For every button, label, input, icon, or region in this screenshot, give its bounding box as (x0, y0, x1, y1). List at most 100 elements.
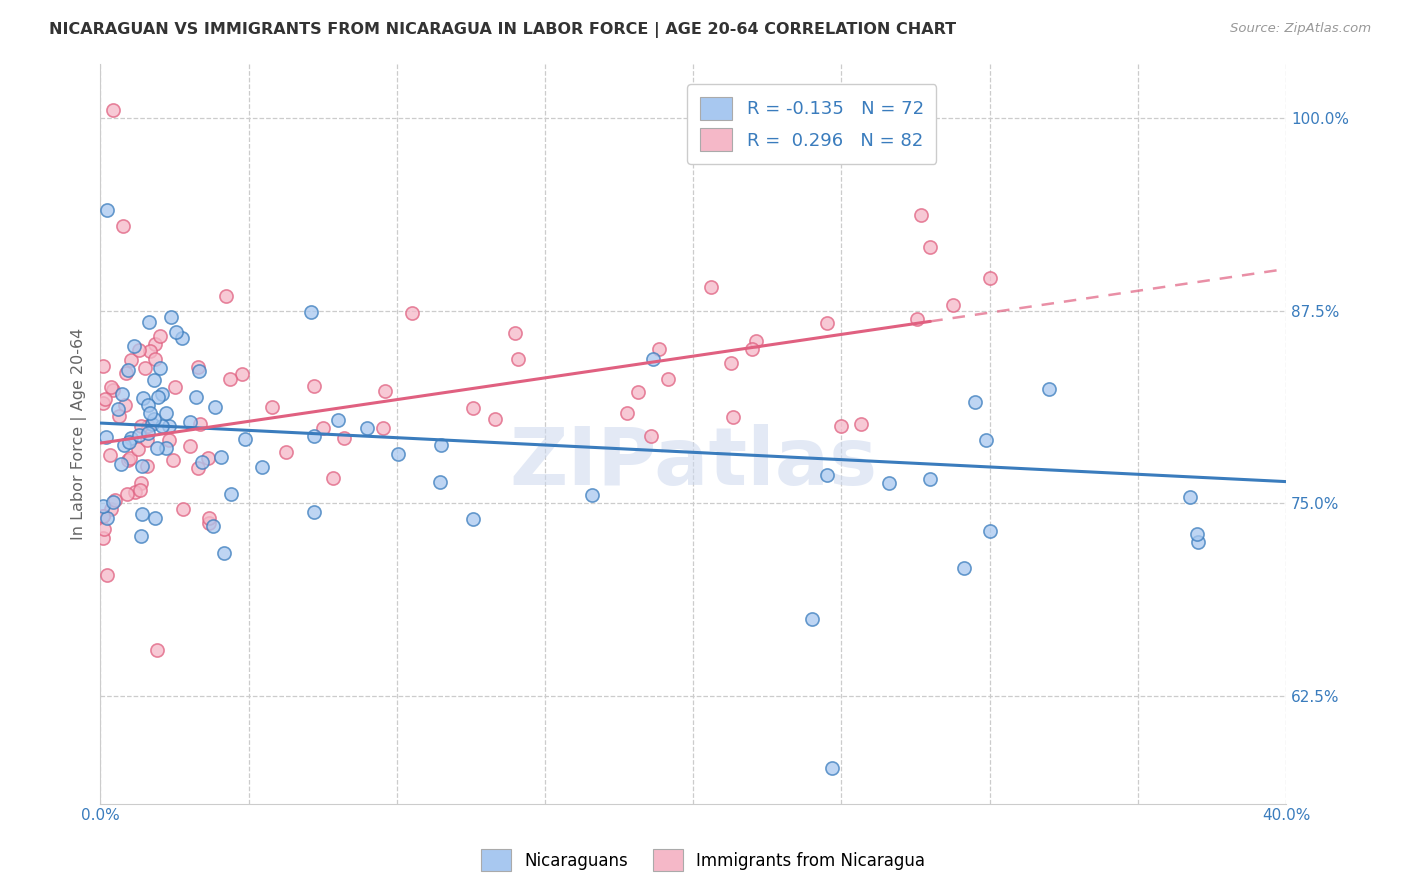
Point (131, 458, 153, 473)
Point (209, 450, 232, 465)
Point (401, 306, 423, 320)
Point (508, 352, 530, 367)
Point (98, 449, 121, 463)
Point (115, 486, 138, 500)
Point (135, 433, 157, 447)
Point (815, 316, 838, 330)
Point (162, 453, 184, 467)
Point (356, 421, 378, 435)
Legend: Nicaraguans, Immigrants from Nicaragua: Nicaraguans, Immigrants from Nicaragua (472, 841, 934, 880)
Point (129, 483, 152, 498)
Point (463, 512, 485, 526)
Point (117, 362, 139, 376)
Point (1187, 534, 1209, 549)
Point (302, 429, 325, 443)
Point (815, 468, 838, 483)
Point (136, 398, 159, 412)
Point (114, 398, 136, 412)
Point (215, 289, 238, 303)
Point (581, 488, 603, 502)
Point (103, 384, 125, 398)
Point (197, 451, 219, 466)
Point (100, 502, 122, 516)
Point (299, 305, 322, 319)
Point (700, 279, 723, 293)
Point (93, 509, 115, 524)
Point (463, 401, 485, 415)
Point (155, 441, 177, 455)
Point (952, 561, 974, 575)
Point (122, 339, 145, 353)
Point (165, 325, 187, 339)
Point (197, 516, 219, 530)
Point (93, 531, 115, 545)
Point (118, 450, 141, 465)
Point (322, 471, 344, 485)
Point (202, 519, 225, 533)
Point (150, 386, 173, 401)
Point (800, 612, 823, 626)
Point (187, 364, 209, 378)
Text: ZIPatlas: ZIPatlas (509, 425, 877, 502)
Point (905, 312, 928, 326)
Point (640, 429, 662, 443)
Point (721, 409, 744, 424)
Point (138, 315, 160, 329)
Point (1185, 526, 1208, 541)
Point (93, 395, 115, 409)
Point (159, 434, 181, 448)
Point (143, 511, 166, 525)
Point (93, 359, 115, 374)
Point (129, 529, 152, 543)
Point (111, 387, 134, 401)
Point (157, 419, 180, 434)
Point (963, 395, 986, 409)
Point (373, 421, 395, 435)
Point (128, 427, 150, 442)
Point (138, 344, 160, 359)
Point (1038, 382, 1060, 396)
Point (219, 487, 242, 501)
Point (149, 329, 172, 343)
Point (96, 203, 118, 218)
Point (96, 430, 118, 444)
Text: Source: ZipAtlas.com: Source: ZipAtlas.com (1230, 22, 1371, 36)
Text: NICARAGUAN VS IMMIGRANTS FROM NICARAGUA IN LABOR FORCE | AGE 20-64 CORRELATION C: NICARAGUAN VS IMMIGRANTS FROM NICARAGUA … (49, 22, 956, 38)
Point (920, 472, 942, 486)
Point (720, 356, 742, 370)
Point (616, 406, 638, 420)
Point (910, 208, 932, 222)
Point (188, 417, 211, 431)
Point (218, 371, 240, 385)
Point (374, 384, 396, 398)
Point (741, 343, 763, 357)
Point (276, 445, 298, 459)
Point (657, 371, 679, 385)
Point (328, 413, 350, 427)
Point (745, 334, 768, 349)
Point (100, 380, 122, 394)
Point (93, 499, 115, 513)
Point (108, 409, 131, 423)
Point (187, 461, 209, 475)
Point (96, 511, 118, 525)
Y-axis label: In Labor Force | Age 20-64: In Labor Force | Age 20-64 (72, 327, 87, 540)
Point (112, 219, 135, 233)
Point (155, 406, 177, 420)
Point (149, 361, 172, 376)
Point (131, 419, 153, 434)
Point (104, 493, 127, 508)
Point (96, 568, 118, 582)
Point (160, 310, 183, 325)
Point (204, 400, 226, 414)
Point (131, 507, 153, 521)
Point (830, 419, 852, 434)
Point (484, 412, 506, 426)
Point (627, 385, 650, 400)
Legend: R = -0.135   N = 72, R =  0.296   N = 82: R = -0.135 N = 72, R = 0.296 N = 82 (688, 84, 936, 164)
Point (93, 509, 115, 524)
Point (124, 485, 146, 500)
Point (197, 511, 219, 525)
Point (150, 419, 173, 434)
Point (120, 431, 142, 445)
